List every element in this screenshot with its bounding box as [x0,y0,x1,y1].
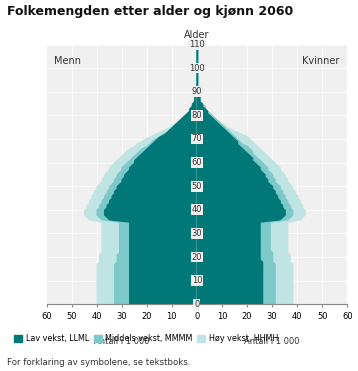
Text: 40: 40 [192,205,202,214]
Text: Antall i 1 000: Antall i 1 000 [94,337,150,346]
Text: 50: 50 [192,182,202,191]
Text: Kvinner: Kvinner [303,56,340,66]
Text: 60: 60 [192,158,202,167]
Text: 100: 100 [189,64,205,73]
Text: 20: 20 [192,253,202,262]
Text: 0: 0 [194,300,199,309]
Text: Menn: Menn [54,56,81,66]
Text: Antall i 1 000: Antall i 1 000 [244,337,300,346]
Text: Alder: Alder [184,30,210,40]
Text: 10: 10 [192,276,202,285]
Legend: Lav vekst, LLML, Middels vekst, MMMM, Høy vekst, HHMH: Lav vekst, LLML, Middels vekst, MMMM, Hø… [11,331,281,347]
Text: 70: 70 [192,134,202,144]
Text: 80: 80 [192,111,202,120]
Text: 110: 110 [189,40,205,49]
Text: For forklaring av symbolene, se tekstboks.: For forklaring av symbolene, se tekstbok… [7,358,190,367]
Text: 90: 90 [192,87,202,96]
Text: 30: 30 [192,229,202,238]
Text: Folkemengden etter alder og kjønn 2060: Folkemengden etter alder og kjønn 2060 [7,5,294,18]
